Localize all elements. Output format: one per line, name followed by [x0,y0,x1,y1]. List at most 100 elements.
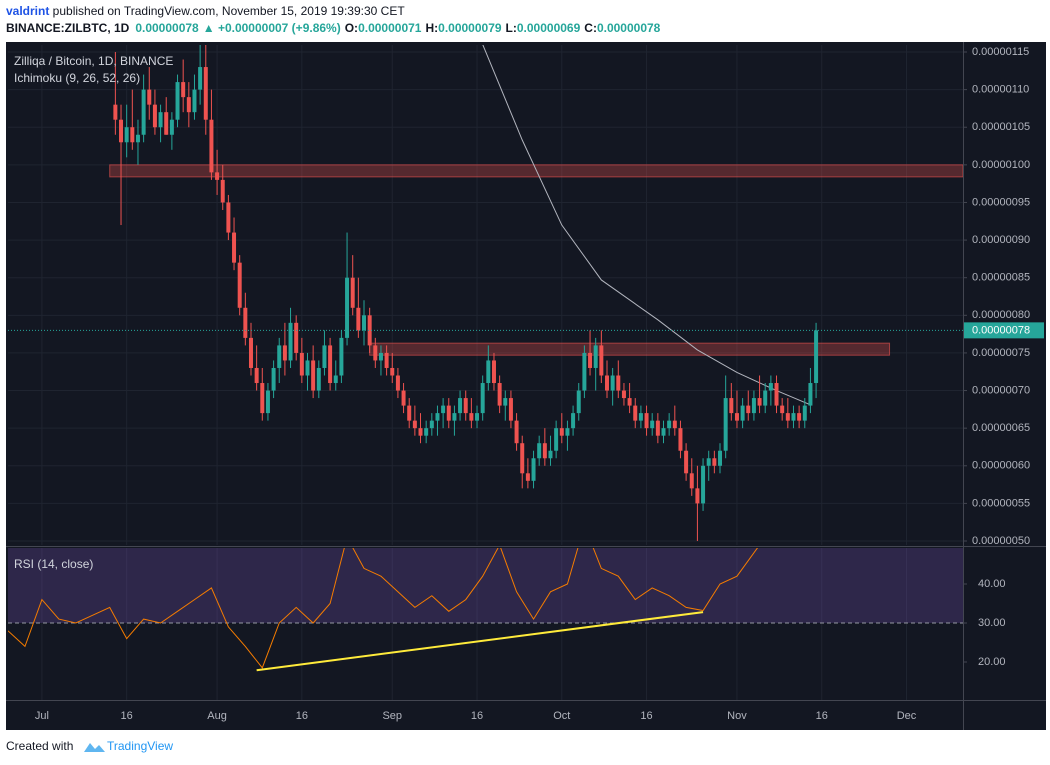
candle-body [542,443,547,459]
candle-body [774,383,779,406]
candle-body [718,450,723,466]
ohlc-value: 0.00000071 [358,21,422,35]
candle-body [260,383,265,414]
candle-body [514,420,519,444]
candle-body [169,119,174,135]
x-tick-label: Nov [727,710,747,722]
pane-title: Zilliqa / Bitcoin, 1D, BINANCE [14,54,173,68]
candle-body [497,383,502,406]
candle-body [232,232,237,263]
candle-body [390,367,395,376]
candle-body [627,398,632,406]
candle-body [814,330,819,384]
candle-body [565,428,570,436]
candle-body [254,367,259,384]
candle-body [734,413,739,421]
candle-body [305,360,310,376]
candle-body [723,398,728,451]
logo[interactable] [84,743,105,752]
candle-body [655,420,660,436]
candle-body [378,352,383,361]
last-price-tag [964,322,1044,339]
candle-body [802,405,807,421]
candle-body [667,420,672,429]
candle-body [491,360,496,384]
candle-body [763,390,768,406]
candle-body [559,428,564,436]
candle-body [695,488,700,504]
candle-body [277,345,282,368]
candle-body [706,458,711,466]
candle-body [808,383,813,406]
candle-body [215,172,220,180]
candle-body [328,345,333,384]
candle-body [701,465,706,504]
y-tick-label: 0.00000105 [972,121,1030,133]
candle-body [316,367,321,391]
y-tick-label: 0.00000090 [972,234,1030,246]
ohlc-label: C: [584,21,597,35]
candle-body [311,360,316,391]
last: 0.00000078 [135,21,199,35]
x-tick-label: 16 [121,710,133,722]
candle-body [152,104,157,128]
candle-body [757,398,762,406]
y-tick-label: 0.00000085 [972,272,1030,284]
candle-body [621,390,626,399]
candle-body [220,179,225,203]
x-tick-label: Oct [553,710,570,722]
candle-body [265,390,270,414]
resistance-zone [369,342,891,356]
candle-body [209,119,214,173]
rsi-tick-label: 20.00 [978,656,1006,668]
candle-body [469,413,474,421]
candle-body [113,104,118,120]
candle-body [780,405,785,414]
candle-body [458,398,463,414]
rsi-trendline [256,611,704,672]
candle-body [480,383,485,414]
candle-body [503,398,508,406]
candle-body [299,352,304,376]
candle-body [616,375,621,391]
y-tick-label: 0.00000115 [972,46,1029,58]
last-price-label: 0.00000078 [972,324,1030,336]
candle-body [203,67,208,120]
candle-body [446,405,451,421]
symbol-line: BINANCE:ZILBTC, 1D 0.00000078 ▲ +0.0000000… [6,21,661,35]
y-tick-label: 0.00000100 [972,159,1030,171]
change: ▲ +0.00000007 (+9.86%) [203,21,341,35]
candle-body [350,277,355,308]
x-tick-label: Aug [207,710,227,722]
candle-body [785,413,790,421]
candle-body [333,375,338,384]
candle-body [571,413,576,429]
candle-body [740,405,745,421]
candle-body [373,345,378,361]
symbol: BINANCE:ZILBTC, 1D [6,21,130,35]
candle-body [531,458,536,481]
candle-body [593,345,598,368]
ohlc-value: 0.00000069 [517,21,581,35]
x-tick-label: Dec [897,710,917,722]
author[interactable]: valdrint [6,4,49,18]
candle-body [401,390,406,406]
candle-body [520,443,525,474]
candle-body [147,89,152,105]
candle-body [599,345,604,376]
candle-body [689,473,694,489]
candle-body [729,398,734,414]
ohlc-label: L: [506,21,517,35]
candle-body [124,127,129,143]
x-tick-label: 16 [640,710,652,722]
candle-body [463,398,468,414]
footer-brand[interactable]: TradingView [107,739,173,753]
footer-created: Created with [6,739,73,753]
y-tick-label: 0.00000065 [972,422,1030,434]
candle-body [181,82,186,98]
candle-body [192,89,197,113]
ohlc-label: O: [345,21,358,35]
candle-body [797,413,802,421]
